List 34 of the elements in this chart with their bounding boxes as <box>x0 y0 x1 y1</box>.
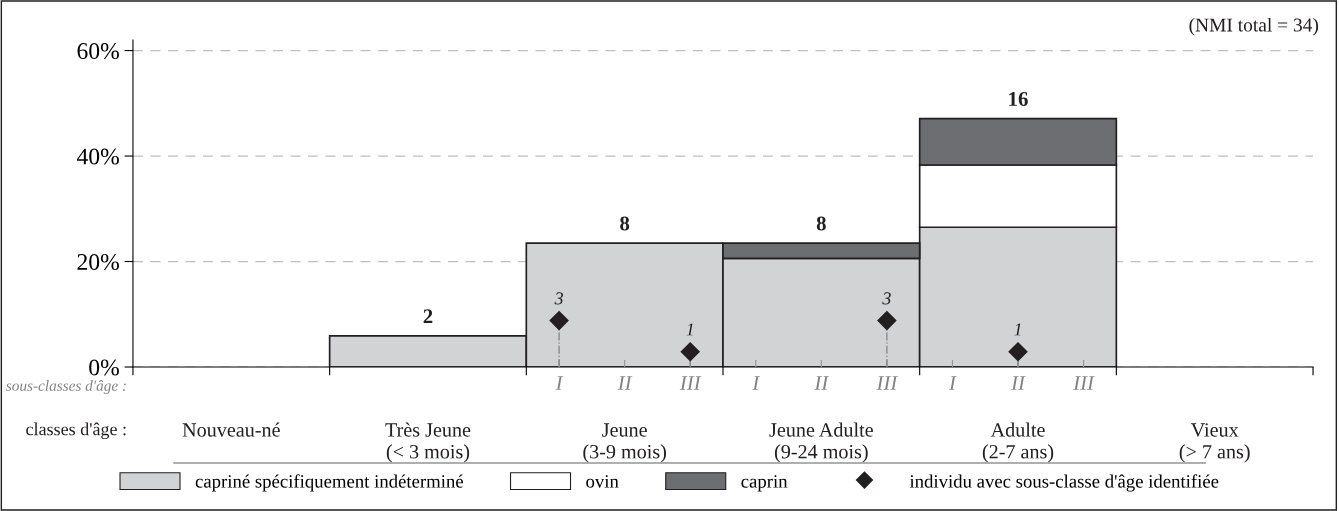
x-axis-title: classes d'âge : <box>26 422 126 440</box>
y-tick-label: 0% <box>89 359 119 376</box>
x-tick-label: III <box>1073 376 1095 390</box>
x-tick-label: II <box>814 376 830 390</box>
annotation: 1 <box>686 323 693 336</box>
annotation: 1 <box>1014 323 1021 336</box>
y-tick-label: 60% <box>77 43 119 60</box>
x-tick-label: I <box>752 376 761 390</box>
legend-label: individu avec sous-classe d'âge identifiée <box>909 474 1219 492</box>
y-tick-label: 20% <box>77 254 119 271</box>
annotation: 3 <box>882 292 891 305</box>
x-tick-label: Jeune Adulte (9-24 mois) <box>769 422 873 463</box>
x-tick-label: I <box>948 376 957 390</box>
annotation: 2 <box>423 309 433 324</box>
x-tick-label: Nouveau-né <box>182 422 280 437</box>
x-tick-label: Vieux (> 7 ans) <box>1179 423 1250 463</box>
x-axis-title: sous-classes d'âge : <box>6 380 126 394</box>
legend-label: capriné spécifiquement indéterminé <box>195 474 463 492</box>
legend-label: ovin <box>586 475 619 488</box>
x-tick-label: I <box>555 376 564 390</box>
text: (NMI total = 34) <box>1189 17 1319 36</box>
y-tick-label: 40% <box>76 148 119 165</box>
annotation: 3 <box>554 292 563 305</box>
x-tick-label: II <box>1010 376 1026 390</box>
x-tick-label: Jeune (3-9 mois) <box>583 423 666 463</box>
x-tick-label: Adulte (2-7 ans) <box>982 422 1054 463</box>
annotation: 8 <box>620 216 630 231</box>
legend-label: caprin <box>741 475 788 492</box>
x-tick-label: III <box>679 376 702 390</box>
x-tick-label: Très Jeune (< 3 mois) <box>385 422 471 463</box>
x-tick-label: II <box>617 376 633 390</box>
x-tick-label: III <box>876 376 899 390</box>
annotation: 8 <box>816 216 826 231</box>
annotation: 16 <box>1009 92 1028 107</box>
